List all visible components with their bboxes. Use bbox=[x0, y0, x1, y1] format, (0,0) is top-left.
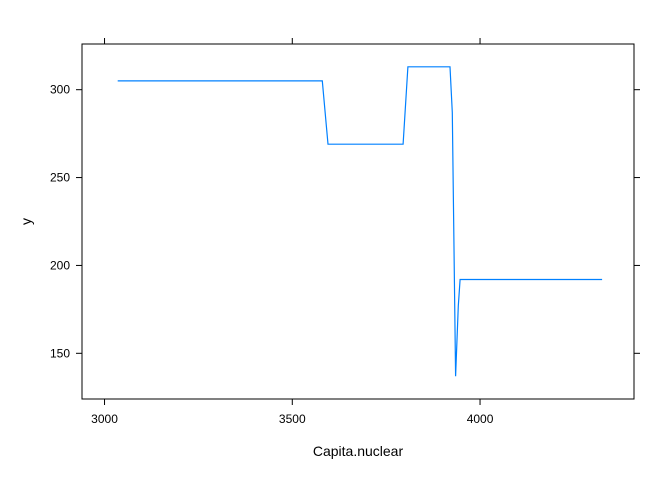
y-tick-label: 250 bbox=[50, 171, 70, 185]
x-axis-ticks: 3000 3500 4000 bbox=[91, 38, 494, 426]
x-axis-title: Capita.nuclear bbox=[313, 443, 404, 459]
y-tick-label: 300 bbox=[50, 83, 70, 97]
series-group bbox=[117, 66, 603, 377]
x-tick-label: 3000 bbox=[91, 412, 118, 426]
plot-frame bbox=[81, 43, 635, 400]
x-tick-label: 4000 bbox=[467, 412, 494, 426]
y-axis-ticks: 150 200 250 300 bbox=[50, 83, 640, 360]
y-tick-label: 150 bbox=[50, 346, 70, 360]
y-tick-label: 200 bbox=[50, 258, 70, 272]
series-line bbox=[117, 66, 603, 377]
x-tick-label: 3500 bbox=[279, 412, 306, 426]
y-axis-title: y bbox=[18, 218, 34, 225]
